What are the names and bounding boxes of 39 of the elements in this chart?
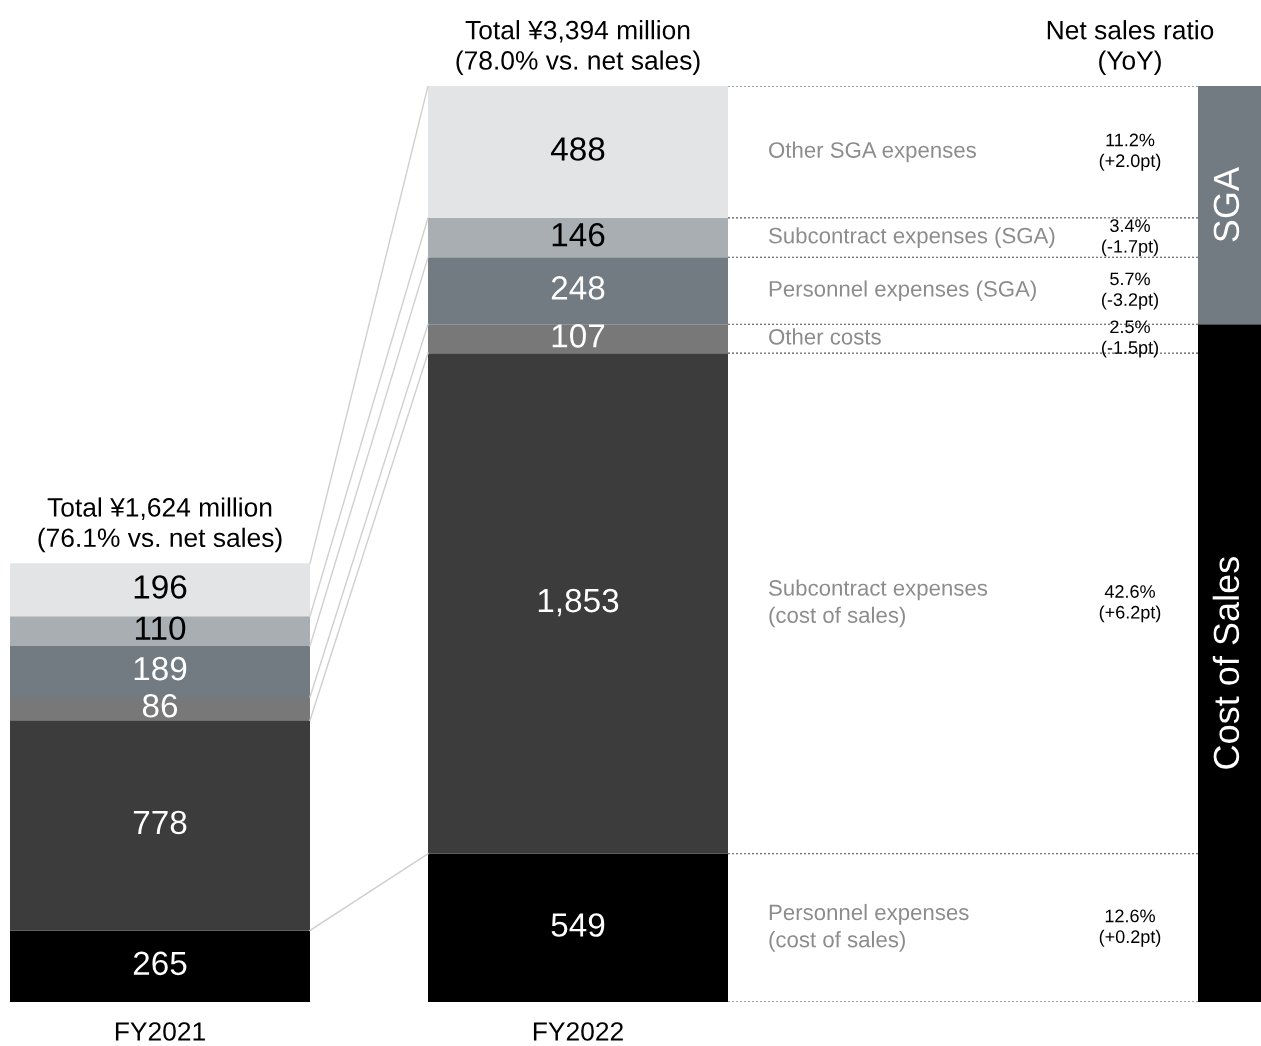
- data-label: 549: [551, 913, 605, 937]
- bar: [428, 217, 728, 258]
- bar: [428, 86, 728, 218]
- bar: [10, 616, 310, 646]
- data-label: 189: [134, 656, 187, 681]
- text: 12.6% (+0.2pt): [1099, 909, 1161, 947]
- text: 42.6% (+6.2pt): [1099, 585, 1161, 623]
- series-label: Other SGA expenses: [769, 141, 976, 163]
- data-label: 196: [134, 575, 187, 599]
- data-label: 146: [552, 222, 605, 247]
- text: 3.4% (-1.7pt): [1102, 219, 1158, 257]
- bar: [428, 853, 728, 1002]
- data-label: 265: [133, 951, 187, 976]
- data-label: 110: [135, 616, 186, 641]
- series-label: Personnel expenses (SGA): [769, 280, 1036, 302]
- bar: [10, 720, 310, 931]
- data-label: 1,853: [538, 588, 619, 617]
- text: 5.7% (-3.2pt): [1102, 272, 1158, 310]
- bar: [10, 563, 310, 617]
- series-label: Personnel expenses (cost of sales): [769, 903, 969, 952]
- text: Net sales ratio (YoY): [1047, 20, 1214, 75]
- data-label: 248: [551, 276, 605, 300]
- text: 2.5% (-1.5pt): [1102, 320, 1158, 358]
- text: 11.2% (+2.0pt): [1099, 133, 1161, 171]
- series-label: Subcontract expenses (SGA): [769, 227, 1055, 248]
- x-tick-label: FY2021: [115, 1022, 205, 1041]
- total-label: Total ¥1,624 million (76.1% vs. net sales): [38, 497, 282, 553]
- data-label: 107: [552, 324, 605, 348]
- bar: [428, 353, 728, 854]
- data-label: 86: [142, 693, 178, 718]
- text: SGA: [1213, 167, 1240, 242]
- series-label: Subcontract expenses (cost of sales): [769, 579, 988, 628]
- total-label: Total ¥3,394 million (78.0% vs. net sales): [456, 20, 700, 75]
- data-label: 488: [550, 137, 605, 161]
- series-label: Other costs: [769, 328, 881, 345]
- x-tick-label: FY2022: [533, 1022, 623, 1041]
- data-label: 778: [133, 810, 187, 835]
- bar: [10, 930, 310, 1002]
- text: Cost of Sales: [1212, 557, 1240, 769]
